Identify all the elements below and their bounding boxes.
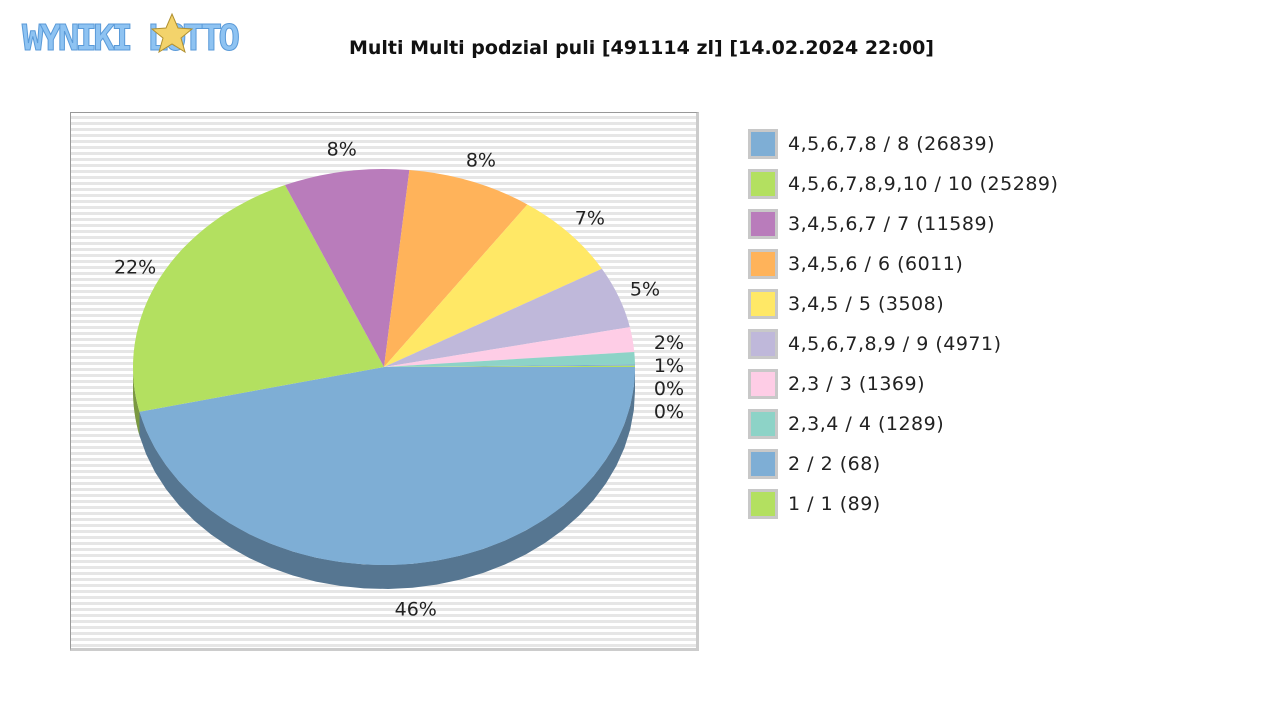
slice-label: 46% xyxy=(395,599,437,621)
legend-item: 3,4,5,6,7 / 7 (11589) xyxy=(748,204,1058,244)
legend-item: 2 / 2 (68) xyxy=(748,444,1058,484)
wyniki-lotto-logo: WYNIKI LOTTO xyxy=(22,12,241,57)
legend-label: 3,4,5,6,7 / 7 (11589) xyxy=(788,213,995,235)
legend-swatch xyxy=(748,129,778,159)
slice-label: 1% xyxy=(654,355,684,377)
legend-swatch xyxy=(748,489,778,519)
slice-label: 7% xyxy=(575,207,605,229)
legend-item: 3,4,5 / 5 (3508) xyxy=(748,284,1058,324)
pie-slice xyxy=(139,367,635,566)
legend-label: 2 / 2 (68) xyxy=(788,453,881,475)
legend-swatch xyxy=(748,369,778,399)
pie-slice xyxy=(133,185,384,412)
pie-slice xyxy=(285,169,410,367)
pie-slice-side xyxy=(133,367,140,436)
legend-label: 2,3,4 / 4 (1289) xyxy=(788,413,945,435)
legend-swatch xyxy=(748,209,778,239)
slice-label: 2% xyxy=(654,332,684,354)
legend-item: 2,3,4 / 4 (1289) xyxy=(748,404,1058,444)
legend-swatch xyxy=(748,329,778,359)
chart-title: Multi Multi podzial puli [491114 zl] [14… xyxy=(348,37,934,59)
legend-item: 1 / 1 (89) xyxy=(748,484,1058,524)
pie-chart: 46%22%8%8%7%5%2%1%0%0% xyxy=(114,139,684,621)
legend-item: 4,5,6,7,8,9 / 9 (4971) xyxy=(748,324,1058,364)
legend: 4,5,6,7,8 / 8 (26839) 4,5,6,7,8,9,10 / 10… xyxy=(748,124,1058,524)
legend-item: 3,4,5,6 / 6 (6011) xyxy=(748,244,1058,284)
pie-slice xyxy=(384,204,602,367)
slice-label: 8% xyxy=(327,139,357,161)
legend-label: 1 / 1 (89) xyxy=(788,493,881,515)
pie-slice xyxy=(384,170,528,367)
legend-label: 2,3 / 3 (1369) xyxy=(788,373,926,395)
legend-label: 4,5,6,7,8,9,10 / 10 (25289) xyxy=(788,173,1059,195)
legend-item: 2,3 / 3 (1369) xyxy=(748,364,1058,404)
legend-swatch xyxy=(748,249,778,279)
pie-slice xyxy=(384,268,630,367)
legend-swatch xyxy=(748,289,778,319)
legend-label: 4,5,6,7,8 / 8 (26839) xyxy=(788,133,995,155)
slice-label: 0% xyxy=(654,378,684,400)
svg-text:WYNIKI LOTTO: WYNIKI LOTTO xyxy=(22,18,240,57)
pie-slice xyxy=(384,351,635,367)
slice-label: 5% xyxy=(630,278,660,300)
pie-slice xyxy=(384,327,635,367)
legend-swatch xyxy=(748,169,778,199)
legend-item: 4,5,6,7,8,9,10 / 10 (25289) xyxy=(748,164,1058,204)
legend-label: 3,4,5 / 5 (3508) xyxy=(788,293,945,315)
slice-label: 8% xyxy=(466,150,496,172)
plot-area: 46% 22% 8% 8% 7% 5% 2% 1% 0% 0% xyxy=(70,112,699,651)
slice-label: 22% xyxy=(114,257,156,279)
slice-label: 0% xyxy=(654,401,684,423)
legend-item: 4,5,6,7,8 / 8 (26839) xyxy=(748,124,1058,164)
pie-slice xyxy=(384,364,635,367)
legend-label: 3,4,5,6 / 6 (6011) xyxy=(788,253,964,275)
legend-label: 4,5,6,7,8,9 / 9 (4971) xyxy=(788,333,1002,355)
legend-swatch xyxy=(748,409,778,439)
legend-swatch xyxy=(748,449,778,479)
